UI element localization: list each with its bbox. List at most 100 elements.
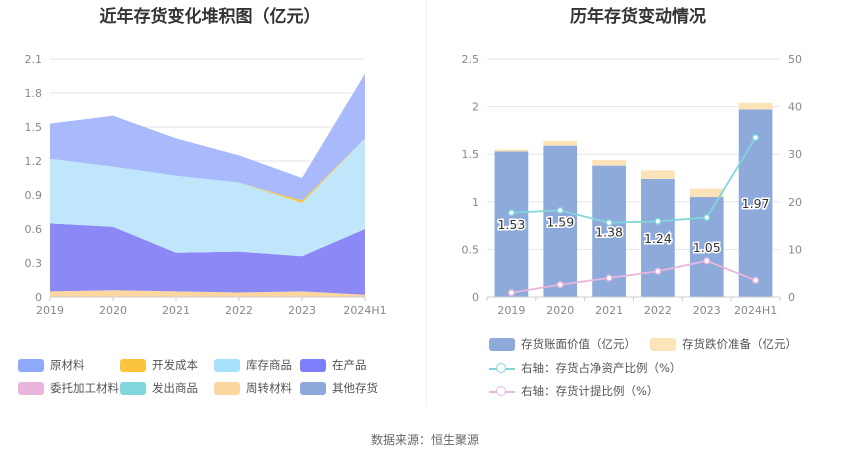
left-x-tick-label: 2019: [36, 304, 64, 317]
legend-swatch: [18, 358, 44, 372]
legend-swatch: [214, 381, 240, 395]
right-y-tick-label: 1: [472, 196, 479, 209]
line-point: [752, 276, 760, 284]
line-0: [511, 137, 757, 224]
line-point: [556, 206, 564, 214]
right-y-tick-label: 0: [472, 291, 479, 304]
legend-swatch: [300, 358, 326, 372]
line-point: [703, 213, 711, 222]
line-point: [703, 257, 711, 265]
left-chart-title: 近年存货变化堆积图（亿元）: [99, 7, 321, 27]
legend-label: 存货账面价值（亿元）: [521, 337, 636, 351]
left-y-tick-label: 1.8: [25, 87, 43, 100]
line-point: [654, 217, 662, 225]
legend-item[interactable]: 库存商品: [214, 357, 292, 373]
left-x-tick-label: 2021: [162, 304, 190, 317]
legend-label: 右轴：存货计提比例（%）: [521, 384, 659, 398]
legend-item[interactable]: 右轴：存货计提比例（%）: [489, 383, 658, 399]
legend-label: 存货跌价准备（亿元）: [682, 337, 797, 351]
left-x-tick-label: 2020: [99, 304, 127, 317]
bar-impairment-provision: [494, 149, 529, 152]
left-y-tick-label: 1.2: [25, 155, 43, 168]
bar-data-label: 1.59: [546, 214, 574, 229]
line-point: [507, 289, 515, 297]
line-point: [752, 133, 760, 142]
bar-inventory-value: [494, 151, 529, 297]
legend-item[interactable]: 其他存货: [300, 380, 378, 396]
right-x-tick-label: 2022: [644, 304, 672, 317]
right-chart-title: 历年存货变动情况: [570, 7, 706, 27]
bar-data-label: 1.97: [742, 196, 770, 211]
line-point: [654, 267, 662, 275]
right-x-tick-label: 2021: [595, 304, 623, 317]
legend-item[interactable]: 原材料: [18, 357, 85, 373]
legend-label: 在产品: [332, 358, 367, 372]
left-y-tick-label: 0.9: [25, 189, 43, 202]
panel-divider: [426, 0, 427, 405]
legend-swatch: [300, 381, 326, 395]
bar-impairment-provision: [543, 140, 578, 146]
bar-impairment-provision: [738, 102, 773, 110]
bar-inventory-value: [689, 197, 724, 297]
legend-item[interactable]: 发出商品: [120, 380, 198, 396]
legend-item[interactable]: 存货账面价值（亿元）: [489, 336, 636, 352]
bar-data-label: 1.38: [595, 224, 623, 239]
legend-label: 周转材料: [246, 381, 292, 395]
legend-item[interactable]: 委托加工材料: [18, 380, 119, 396]
line-point: [507, 209, 515, 217]
legend-label: 库存商品: [246, 358, 292, 372]
right-y-tick-label: 2: [472, 101, 479, 114]
legend-swatch: [214, 358, 240, 372]
legend-swatch: [18, 381, 44, 395]
bar-data-label: 1.53: [497, 217, 525, 232]
right-y2-tick-label: 30: [788, 148, 802, 161]
line-1: [511, 259, 756, 294]
legend-swatch: [489, 385, 515, 398]
area-在产品: [50, 223, 365, 295]
bar-impairment-provision: [592, 159, 626, 166]
left-x-tick-label: 2023: [288, 304, 316, 317]
legend-label: 发出商品: [152, 381, 198, 395]
legend-item[interactable]: 开发成本: [120, 357, 198, 373]
bar-data-label: 1.05: [693, 240, 721, 255]
area-原材料: [50, 73, 365, 201]
legend-item[interactable]: 右轴：存货占净资产比例（%）: [489, 360, 681, 376]
legend-label: 委托加工材料: [50, 381, 119, 395]
legend-item[interactable]: 周转材料: [214, 380, 292, 396]
right-y2-tick-label: 40: [788, 101, 802, 114]
bar-impairment-provision: [641, 170, 675, 179]
legend-swatch: [489, 362, 515, 375]
left-y-tick-label: 1.5: [25, 121, 43, 134]
right-y2-tick-label: 50: [788, 53, 802, 66]
left-y-tick-label: 2.1: [25, 53, 43, 66]
legend-swatch: [120, 381, 146, 395]
left-y-tick-label: 0: [35, 291, 42, 304]
right-x-tick-label: 2023: [693, 304, 721, 317]
right-x-tick-label: 2019: [497, 304, 525, 317]
right-y-tick-label: 0.5: [462, 243, 480, 256]
line-point: [556, 281, 564, 289]
bar-inventory-value: [641, 178, 675, 297]
legend-label: 右轴：存货占净资产比例（%）: [521, 361, 682, 375]
line-point: [605, 274, 613, 282]
left-x-tick-label: 2022: [225, 304, 253, 317]
bar-impairment-provision: [689, 188, 724, 198]
legend-swatch: [120, 358, 146, 372]
right-y-tick-label: 2.5: [462, 53, 480, 66]
legend-label: 开发成本: [152, 358, 198, 372]
legend-item[interactable]: 在产品: [300, 357, 367, 373]
legend-swatch: [650, 337, 676, 351]
right-y-tick-label: 1.5: [462, 148, 480, 161]
line-point: [605, 219, 613, 227]
right-x-tick-label: 2024H1: [734, 304, 777, 317]
left-x-tick-label: 2024H1: [343, 304, 386, 317]
legend-item[interactable]: 存货跌价准备（亿元）: [650, 336, 797, 352]
right-y2-tick-label: 10: [788, 243, 802, 256]
area-周转材料: [50, 290, 365, 297]
left-y-tick-label: 0.3: [25, 257, 43, 270]
right-y2-tick-label: 20: [788, 196, 802, 209]
left-y-tick-label: 0.6: [25, 223, 43, 236]
data-source-note: 数据来源：恒生聚源: [370, 433, 479, 447]
